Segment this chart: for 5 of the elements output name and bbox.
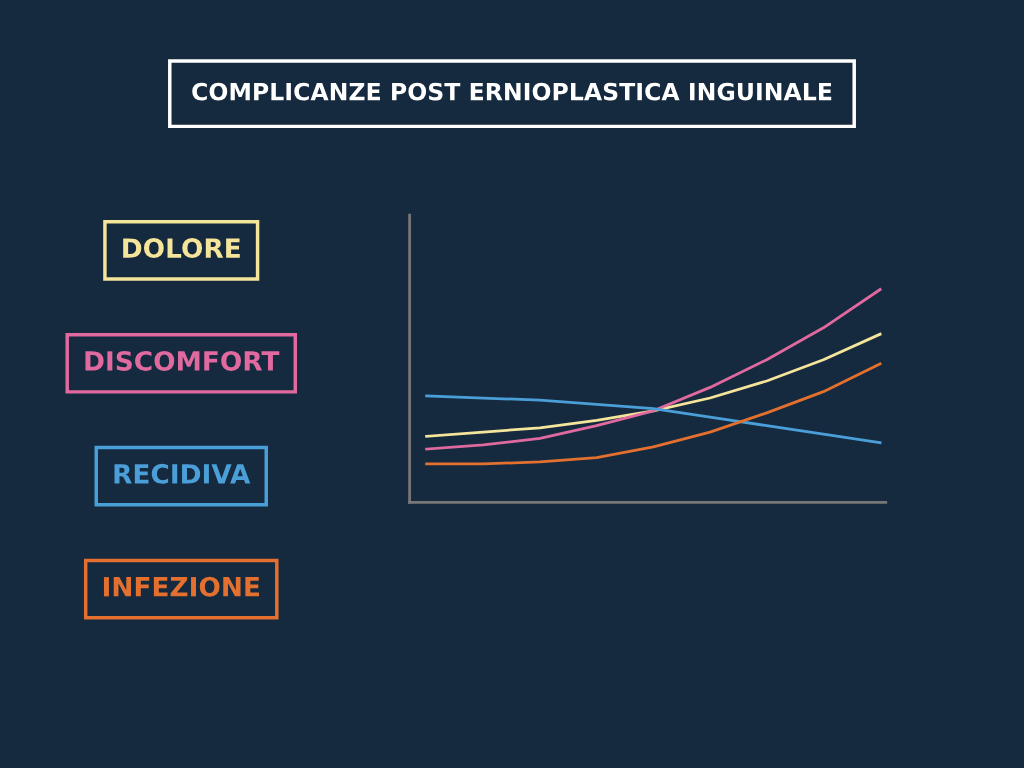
text: RECIDIVA bbox=[114, 463, 251, 484]
text: INFEZIONE bbox=[103, 576, 260, 597]
text: DOLORE bbox=[123, 238, 240, 259]
chart-title: COMPLICANZE POST ERNIOPLASTICA INGUINALE bbox=[192, 82, 832, 101]
text: DISCOMFORT bbox=[85, 350, 280, 371]
